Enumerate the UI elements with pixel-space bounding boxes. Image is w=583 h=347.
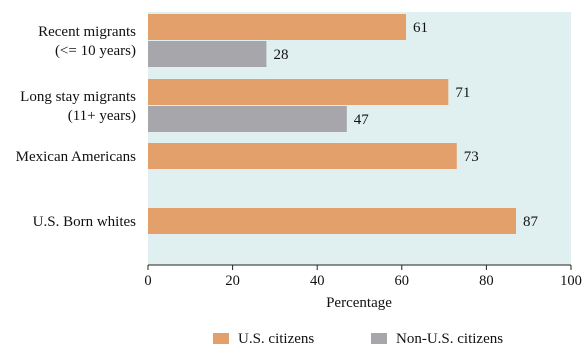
- x-tick-label-0: 0: [144, 273, 151, 289]
- x-axis-title: Percentage: [326, 295, 392, 311]
- category-labels-group: Recent migrants (<= 10 years) Long stay mi…: [16, 24, 137, 230]
- legend: U.S. citizens Non-U.S. citizens: [213, 331, 503, 347]
- bar-1-1: [148, 106, 347, 132]
- bar-0-3: [148, 208, 517, 234]
- legend-swatch-0: [213, 333, 229, 344]
- value-label-0-0: 61: [413, 20, 428, 36]
- x-tick-label-2: 40: [310, 273, 325, 289]
- x-tick-label-3: 60: [395, 273, 410, 289]
- category-label-2: Mexican Americans: [16, 149, 137, 165]
- x-tick-label-4: 80: [479, 273, 494, 289]
- x-tick-label-5: 100: [560, 273, 582, 289]
- value-label-1-0: 28: [273, 47, 288, 63]
- category-label-1: Long stay migrants (11+ years): [20, 89, 136, 124]
- value-label-0-3: 87: [523, 214, 539, 230]
- value-label-1-1: 47: [354, 112, 370, 128]
- legend-swatch-1: [371, 333, 387, 344]
- value-label-0-2: 73: [464, 149, 479, 165]
- bar-1-0: [148, 41, 267, 67]
- bar-0-0: [148, 14, 407, 40]
- x-ticks-group: 0 20 40 60 80 100: [144, 265, 582, 289]
- value-label-0-1: 71: [455, 85, 470, 101]
- bars-group: [148, 14, 517, 234]
- legend-label-1: Non-U.S. citizens: [396, 331, 503, 347]
- category-label-3: U.S. Born whites: [33, 214, 137, 230]
- bar-0-2: [148, 143, 457, 169]
- bar-0-1: [148, 79, 449, 105]
- legend-label-0: U.S. citizens: [238, 331, 314, 347]
- x-tick-label-1: 20: [225, 273, 240, 289]
- value-labels-group: 61 28 71 47 73 87: [273, 20, 538, 230]
- category-label-0: Recent migrants (<= 10 years): [38, 24, 136, 59]
